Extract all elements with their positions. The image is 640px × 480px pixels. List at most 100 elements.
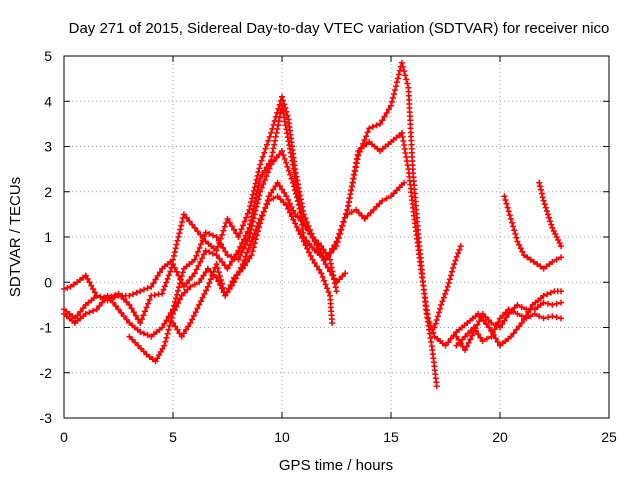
data-point [197, 258, 204, 265]
data-point [263, 164, 270, 171]
data-point [393, 187, 400, 194]
data-point [148, 283, 155, 290]
y-tick-label: 5 [44, 48, 52, 64]
data-point [170, 261, 176, 268]
series-track-j [501, 193, 564, 272]
data-point [370, 206, 377, 213]
data-point [280, 97, 287, 104]
data-point [157, 348, 164, 355]
data-point [161, 283, 168, 290]
data-point [432, 320, 439, 327]
data-point [348, 187, 354, 194]
data-point [200, 251, 207, 258]
data-point [373, 122, 380, 129]
data-point [128, 305, 135, 312]
data-point [327, 256, 333, 263]
data-point [388, 193, 394, 200]
data-point [202, 229, 209, 236]
data-point [442, 291, 449, 297]
data-point [289, 179, 296, 186]
data-point [482, 313, 489, 320]
data-point [268, 189, 275, 196]
data-point [150, 280, 157, 287]
data-point [538, 190, 545, 197]
data-point [275, 122, 282, 129]
data-point [242, 232, 249, 239]
data-point [154, 355, 161, 362]
data-point [137, 320, 144, 326]
data-point [120, 296, 127, 303]
data-point [558, 288, 564, 295]
data-point [270, 145, 277, 152]
data-point [527, 256, 534, 263]
data-point [392, 87, 398, 94]
data-point [240, 236, 247, 243]
data-point [213, 274, 220, 281]
data-point [137, 288, 144, 295]
data-point [427, 322, 434, 329]
data-point [306, 240, 313, 247]
data-point [313, 263, 320, 270]
data-point [257, 161, 264, 168]
data-point [541, 201, 548, 208]
data-point [133, 289, 140, 296]
data-series [61, 59, 564, 390]
data-point [261, 149, 268, 156]
data-point [246, 234, 253, 240]
data-point [425, 315, 432, 322]
data-point [189, 316, 196, 323]
data-point [252, 227, 259, 234]
data-point [300, 220, 307, 227]
data-point [175, 287, 181, 294]
data-point [275, 118, 282, 125]
data-point [504, 204, 511, 211]
data-point [369, 123, 376, 130]
data-point [244, 249, 251, 256]
data-point [305, 227, 312, 234]
data-point [220, 244, 227, 251]
data-point [505, 310, 512, 317]
data-point [138, 345, 144, 352]
data-point [268, 129, 275, 136]
data-point [388, 102, 394, 109]
data-point [203, 287, 210, 294]
data-point [154, 272, 161, 279]
data-point [547, 218, 554, 225]
data-point [506, 212, 513, 219]
data-point [248, 238, 255, 245]
data-point [309, 256, 316, 263]
data-point [244, 210, 251, 217]
data-point [507, 215, 514, 222]
data-point [170, 252, 177, 259]
data-point [451, 261, 458, 268]
data-point [491, 326, 498, 333]
data-point [321, 277, 328, 284]
data-point [479, 338, 486, 345]
data-point [537, 263, 544, 270]
data-point [202, 269, 209, 276]
data-point [391, 91, 397, 98]
data-point [316, 266, 323, 273]
data-point [163, 317, 170, 324]
data-point [494, 339, 501, 345]
data-point [194, 305, 201, 312]
series-track-g [431, 243, 464, 331]
data-point [256, 179, 263, 185]
data-point [151, 292, 158, 299]
data-point [144, 285, 151, 292]
data-point [477, 334, 484, 341]
data-point [222, 248, 229, 255]
data-point [285, 167, 292, 174]
data-point [132, 339, 139, 346]
data-point [178, 292, 185, 299]
data-point [107, 296, 114, 303]
data-point [260, 181, 267, 187]
data-point [430, 329, 437, 336]
data-point [262, 205, 269, 211]
data-point [377, 120, 384, 127]
data-point [449, 268, 455, 275]
data-point [327, 260, 334, 267]
data-point [165, 272, 172, 279]
data-point [383, 195, 390, 202]
data-point [99, 299, 106, 306]
